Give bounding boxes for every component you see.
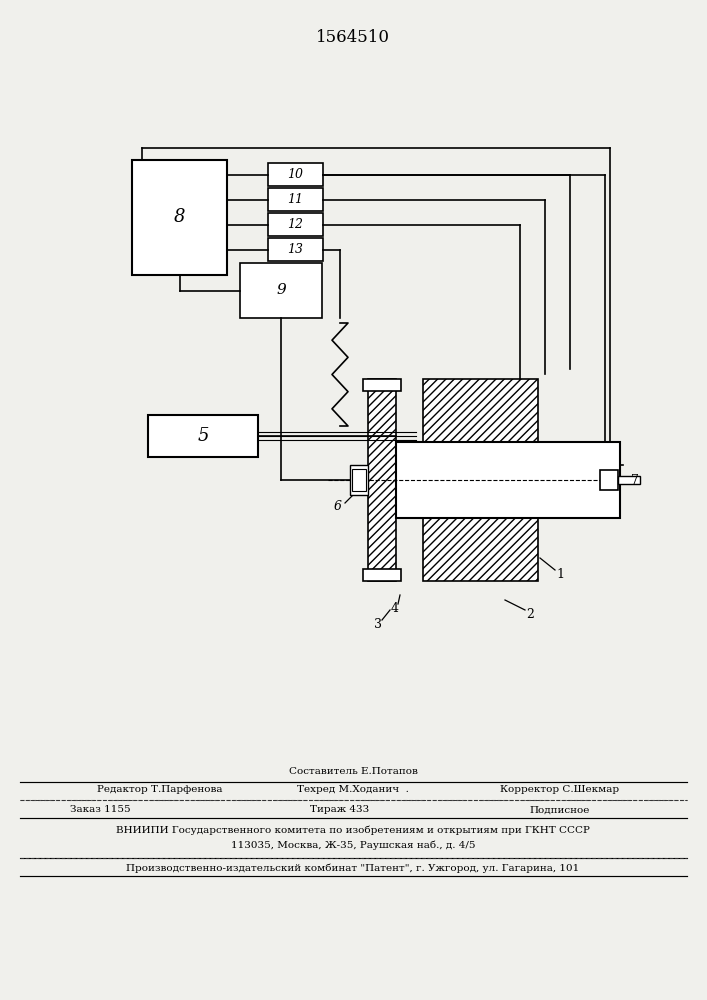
Text: Корректор С.Шекмар: Корректор С.Шекмар [501, 786, 619, 794]
Text: Редактор Т.Парфенова: Редактор Т.Парфенова [98, 786, 223, 794]
Text: 13: 13 [288, 243, 303, 256]
Bar [268, 188, 323, 211]
Text: Составитель Е.Потапов: Составитель Е.Потапов [288, 768, 417, 776]
Bar [423, 379, 538, 474]
Text: Тираж 433: Тираж 433 [310, 806, 370, 814]
Text: Заказ 1155: Заказ 1155 [70, 806, 130, 814]
Text: 1: 1 [556, 568, 564, 582]
Bar [350, 465, 368, 495]
Bar [618, 476, 640, 484]
Text: 6: 6 [334, 500, 342, 514]
Text: ВНИИПИ Государственного комитета по изобретениям и открытиям при ГКНТ СССР: ВНИИПИ Государственного комитета по изоб… [116, 825, 590, 835]
Text: 7: 7 [631, 474, 639, 487]
Text: 4: 4 [391, 601, 399, 614]
Text: Производственно-издательский комбинат "Патент", г. Ужгород, ул. Гагарина, 101: Производственно-издательский комбинат "П… [127, 863, 580, 873]
Text: 1564510: 1564510 [316, 29, 390, 46]
Bar [368, 379, 396, 581]
Text: 2: 2 [526, 608, 534, 621]
Bar [600, 470, 618, 490]
Bar [352, 469, 366, 491]
Bar [240, 263, 322, 318]
Bar [268, 163, 323, 186]
Bar [445, 488, 515, 510]
Bar [268, 213, 323, 236]
Text: 8: 8 [174, 209, 185, 227]
Text: 11: 11 [288, 193, 303, 206]
Text: 113035, Москва, Ж-35, Раушская наб., д. 4/5: 113035, Москва, Ж-35, Раушская наб., д. … [230, 840, 475, 850]
Text: 12: 12 [288, 218, 303, 231]
Text: 10: 10 [288, 168, 303, 181]
Text: Подписное: Подписное [530, 806, 590, 814]
Bar [363, 569, 401, 581]
Text: Техред М.Ходанич  .: Техред М.Ходанич . [297, 786, 409, 794]
Bar [132, 160, 227, 275]
Bar [445, 450, 515, 472]
Bar [148, 415, 258, 457]
Bar [423, 486, 538, 581]
Bar [396, 442, 620, 518]
Text: 3: 3 [374, 618, 382, 632]
Bar [443, 486, 518, 518]
Bar [363, 379, 401, 391]
Bar [268, 238, 323, 261]
Text: 5: 5 [197, 427, 209, 445]
Text: 9: 9 [276, 284, 286, 298]
Bar [443, 442, 518, 474]
